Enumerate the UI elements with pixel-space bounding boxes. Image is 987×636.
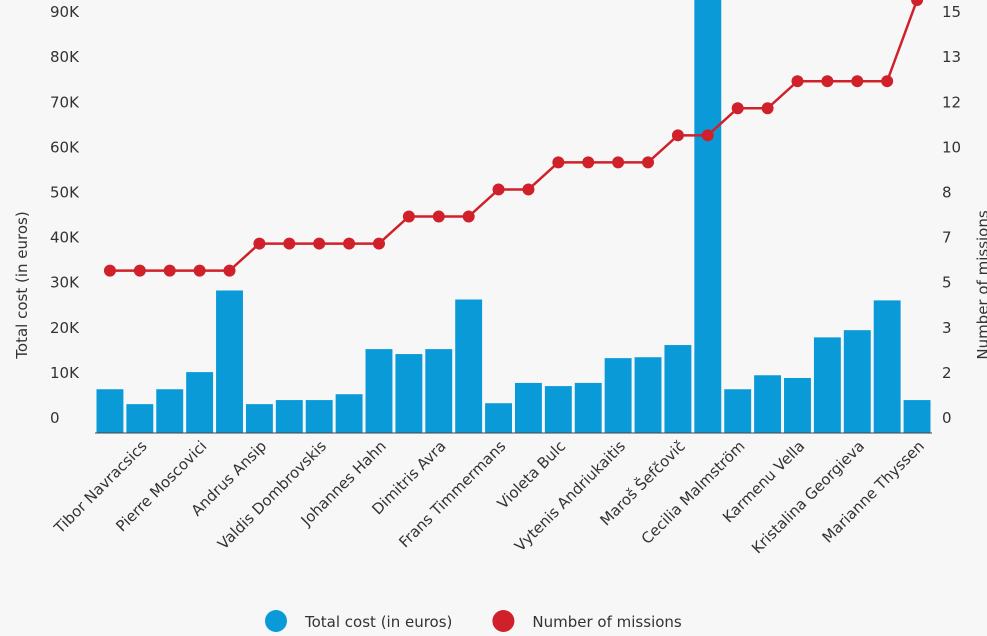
line-point — [402, 210, 415, 223]
bar — [425, 349, 453, 433]
line-point — [432, 210, 445, 223]
x-tick-label: Vytenis Andriukaitis — [511, 437, 629, 555]
y2-axis-title: Number of missions — [974, 210, 987, 360]
y-tick-label: 80K — [50, 48, 80, 66]
line-point — [851, 75, 864, 88]
bar — [275, 400, 303, 433]
x-tick-label: Kristalina Georgieva — [748, 437, 868, 557]
bar — [604, 358, 632, 433]
line-point — [253, 237, 266, 250]
line-point — [612, 156, 625, 169]
y2-tick-label: 8 — [942, 183, 952, 201]
line-point — [492, 183, 505, 196]
y2-tick-label: 12 — [942, 93, 961, 111]
y-tick-label: 70K — [50, 93, 80, 111]
x-tick-label: Marianne Thyssen — [819, 437, 928, 546]
line-point — [701, 129, 714, 142]
line-point — [163, 264, 176, 277]
legend-label[interactable]: Number of missions — [532, 613, 682, 631]
line-point — [761, 102, 774, 115]
line-point — [552, 156, 565, 169]
line-point — [642, 156, 655, 169]
line-point — [731, 102, 744, 115]
y-tick-label: 90K — [50, 3, 80, 21]
y-tick-label: 60K — [50, 138, 80, 156]
y-tick-label: 0 — [50, 409, 60, 427]
bar — [784, 377, 811, 433]
bar — [126, 404, 154, 433]
x-tick-label: Cecilia Malmström — [638, 437, 749, 548]
line-point — [791, 75, 804, 88]
bar — [96, 389, 124, 433]
y-tick-label: 10K — [50, 364, 80, 382]
bar — [634, 357, 662, 433]
y2-tick-label: 10 — [942, 138, 961, 156]
bar — [245, 404, 273, 433]
line — [109, 0, 919, 272]
legend-swatch — [265, 610, 287, 632]
bar — [395, 354, 423, 433]
bar — [305, 400, 333, 433]
bar — [544, 386, 572, 433]
bar — [335, 394, 363, 433]
bar — [455, 299, 483, 433]
bar — [903, 400, 931, 433]
y-tick-label: 40K — [50, 229, 80, 247]
line-point — [372, 237, 385, 250]
y2-tick-label: 7 — [942, 229, 952, 247]
y-tick-label: 20K — [50, 319, 80, 337]
line-point — [582, 156, 595, 169]
bar — [813, 337, 841, 433]
bar — [754, 375, 782, 433]
y2-tick-label: 5 — [942, 274, 952, 292]
y2-tick-label: 2 — [942, 364, 952, 382]
bar — [694, 0, 722, 433]
y2-tick-label: 0 — [942, 409, 952, 427]
legend-label[interactable]: Total cost (in euros) — [304, 613, 452, 631]
x-tick-label: Frans Timmermans — [395, 437, 509, 551]
bar — [156, 389, 184, 433]
bar — [843, 330, 871, 433]
line-point — [522, 183, 535, 196]
line-point — [283, 237, 296, 250]
line-point — [103, 264, 116, 277]
bar — [485, 403, 513, 433]
y2-tick-label: 3 — [942, 319, 952, 337]
bar — [365, 349, 393, 433]
line-point — [671, 129, 684, 142]
legend-swatch — [492, 610, 515, 632]
bar — [873, 300, 901, 433]
line-point — [821, 75, 834, 88]
bar — [216, 290, 243, 433]
y2-tick-label: 15 — [942, 3, 961, 21]
line-point — [881, 75, 894, 88]
y-tick-label: 30K — [50, 274, 80, 292]
y-tick-label: 50K — [50, 183, 80, 201]
x-tick-label: Valdis Dombrovskis — [214, 437, 330, 553]
line-point — [223, 264, 236, 277]
line-point — [193, 264, 206, 277]
y2-tick-label: 13 — [942, 48, 961, 66]
bar — [664, 345, 692, 433]
bar — [514, 382, 542, 433]
bar — [724, 389, 752, 433]
bar — [186, 372, 214, 433]
bar — [574, 382, 602, 433]
line-point — [313, 237, 326, 250]
line-point — [462, 210, 475, 223]
line-point — [343, 237, 356, 250]
line-point — [133, 264, 146, 277]
line-point — [911, 0, 924, 6]
y-axis-title: Total cost (in euros) — [13, 211, 31, 359]
